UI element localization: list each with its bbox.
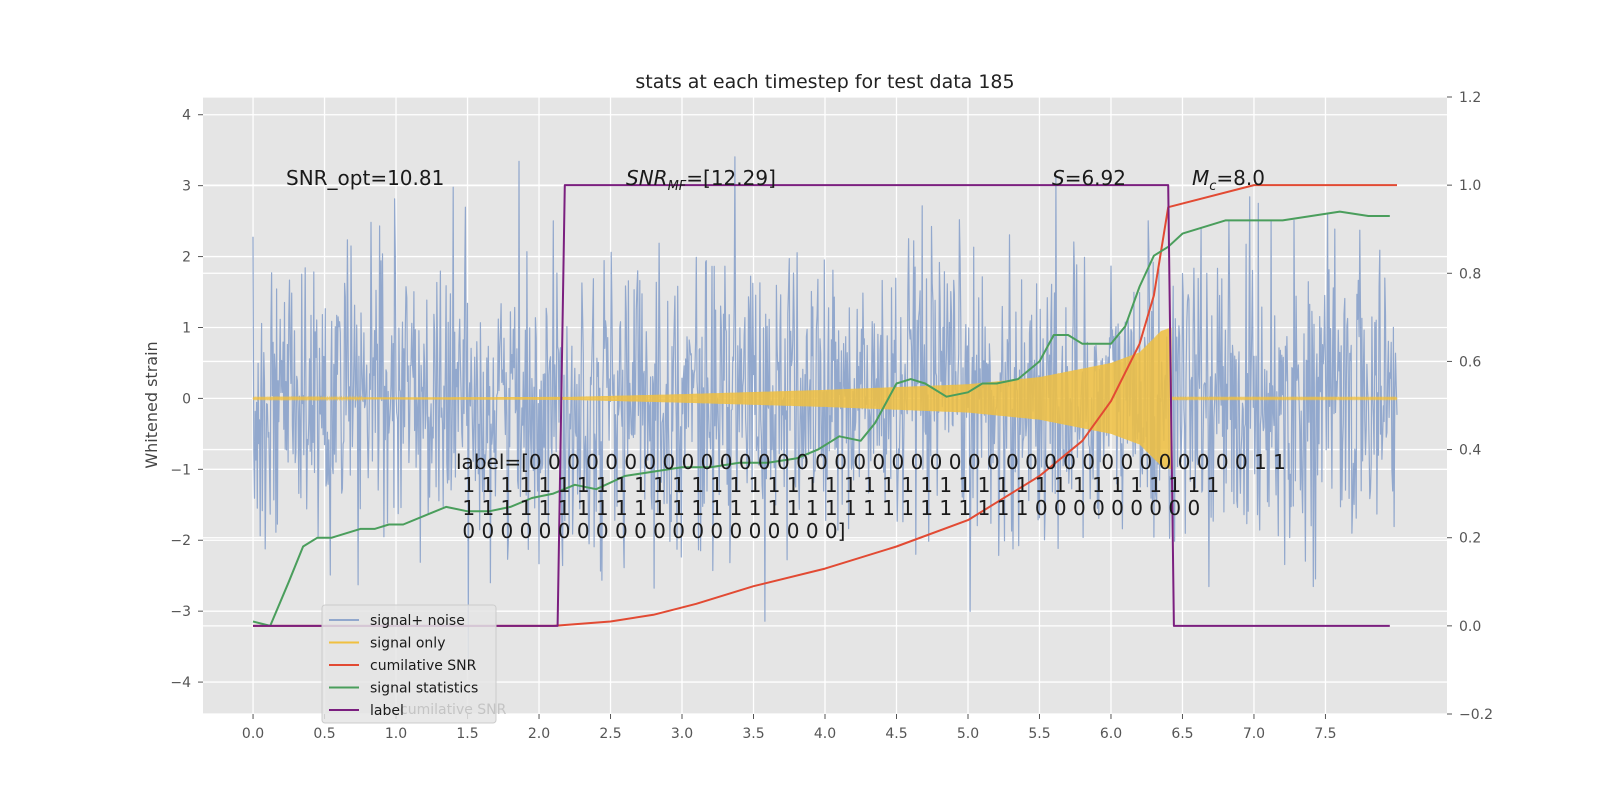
series-cumilative-snr [253,184,1397,627]
x-tick-label: 6.5 [1171,726,1193,742]
y2-tick-label: 1.2 [1459,90,1481,106]
x-tick-label: 0.0 [242,726,264,742]
snr-mf-subscript: MF [668,179,687,194]
series-signal-only [252,327,1398,470]
legend-label: label [370,703,404,719]
y-tick-label: 0 [182,391,191,407]
chart-title: stats at each timestep for test data 185 [635,71,1014,93]
y-tick-label: 3 [182,179,191,195]
s-value: =6.92 [1065,166,1126,190]
y2-tick-label: −0.2 [1459,707,1493,723]
x-axis: 0.0 0.5 1.0 1.5 2.0 2.5 3.0 3.5 4.0 4.5 5.0 5.5 6.0 6… [242,714,1337,742]
snr-mf-value: =[12.29] [686,166,776,190]
y-tick-label: −4 [170,675,191,691]
legend-box [321,604,497,724]
series-label [253,184,1390,627]
s-symbol: S [1052,166,1065,190]
y2-tick-label: 0.2 [1459,531,1481,547]
snr-mf-symbol: SNR [626,166,668,190]
label-array-line-3: 1 1 1 1 1 1 1 1 1 1 1 1 1 1 1 1 1 1 1 1 … [456,496,1200,520]
y-tick-label: 1 [182,320,191,336]
snr-opt-annotation: SNR_opt=10.81 [286,166,444,190]
mc-symbol: M [1192,166,1209,190]
legend-label: signal statistics [370,681,478,697]
legend-ghost-text: cumilative SNR [400,702,507,718]
y-tick-label: 2 [182,250,191,266]
y-axis-label: Whitened strain [142,341,161,468]
y-axis-right: −0.2 0.0 0.2 0.4 0.6 0.8 1.0 1.2 [1447,90,1493,723]
label-array-line-4: 0 0 0 0 0 0 0 0 0 0 0 0 0 0 0 0 0 0 0 0] [456,519,845,543]
x-tick-label: 0.5 [313,726,335,742]
x-tick-label: 1.5 [456,726,478,742]
x-tick-label: 4.5 [885,726,907,742]
series-signal-statistics [252,210,1390,627]
legend-label: signal only [370,636,445,652]
x-tick-label: 7.5 [1314,726,1336,742]
x-tick-label: 2.5 [599,726,621,742]
x-tick-label: 6.0 [1100,726,1122,742]
x-tick-label: 5.0 [957,726,979,742]
mc-subscript: c [1209,179,1216,194]
y-axis-left: −4 −3 −2 −1 0 1 2 3 4 [170,108,203,691]
x-tick-label: 3.5 [742,726,764,742]
x-tick-label: 3.0 [671,726,693,742]
y-tick-label: 4 [182,108,191,124]
label-array-line-1: label=[0 0 0 0 0 0 0 0 0 0 0 0 0 0 0 0 0… [456,450,1286,474]
x-tick-label: 4.0 [814,726,836,742]
x-tick-label: 2.0 [528,726,550,742]
y2-tick-label: 0.8 [1459,266,1481,282]
mc-value: =8.0 [1216,166,1265,190]
y2-tick-label: 0.0 [1459,619,1481,635]
y-tick-label: −3 [170,604,191,620]
y-tick-label: −1 [170,462,191,478]
legend-label: signal+ noise [370,613,465,629]
y2-tick-label: 1.0 [1459,178,1481,194]
s-annotation: S=6.92 [1052,166,1126,190]
legend-label: cumilative SNR [370,658,477,674]
x-tick-label: 1.0 [385,726,407,742]
y2-tick-label: 0.6 [1459,354,1481,370]
legend: cumilative SNR signal+ noise signal only c… [321,604,507,724]
label-array-line-2: 1 1 1 1 1 1 1 1 1 1 1 1 1 1 1 1 1 1 1 1 … [456,473,1219,497]
series-layer [252,156,1398,659]
mc-annotation: Mc=8.0 [1192,166,1265,194]
snr-mf-annotation: SNRMF=[12.29] [626,166,776,194]
series-signal-noise [252,156,1398,659]
y2-tick-label: 0.4 [1459,443,1481,459]
x-tick-label: 5.5 [1028,726,1050,742]
x-tick-label: 7.0 [1243,726,1265,742]
y-tick-label: −2 [170,533,191,549]
